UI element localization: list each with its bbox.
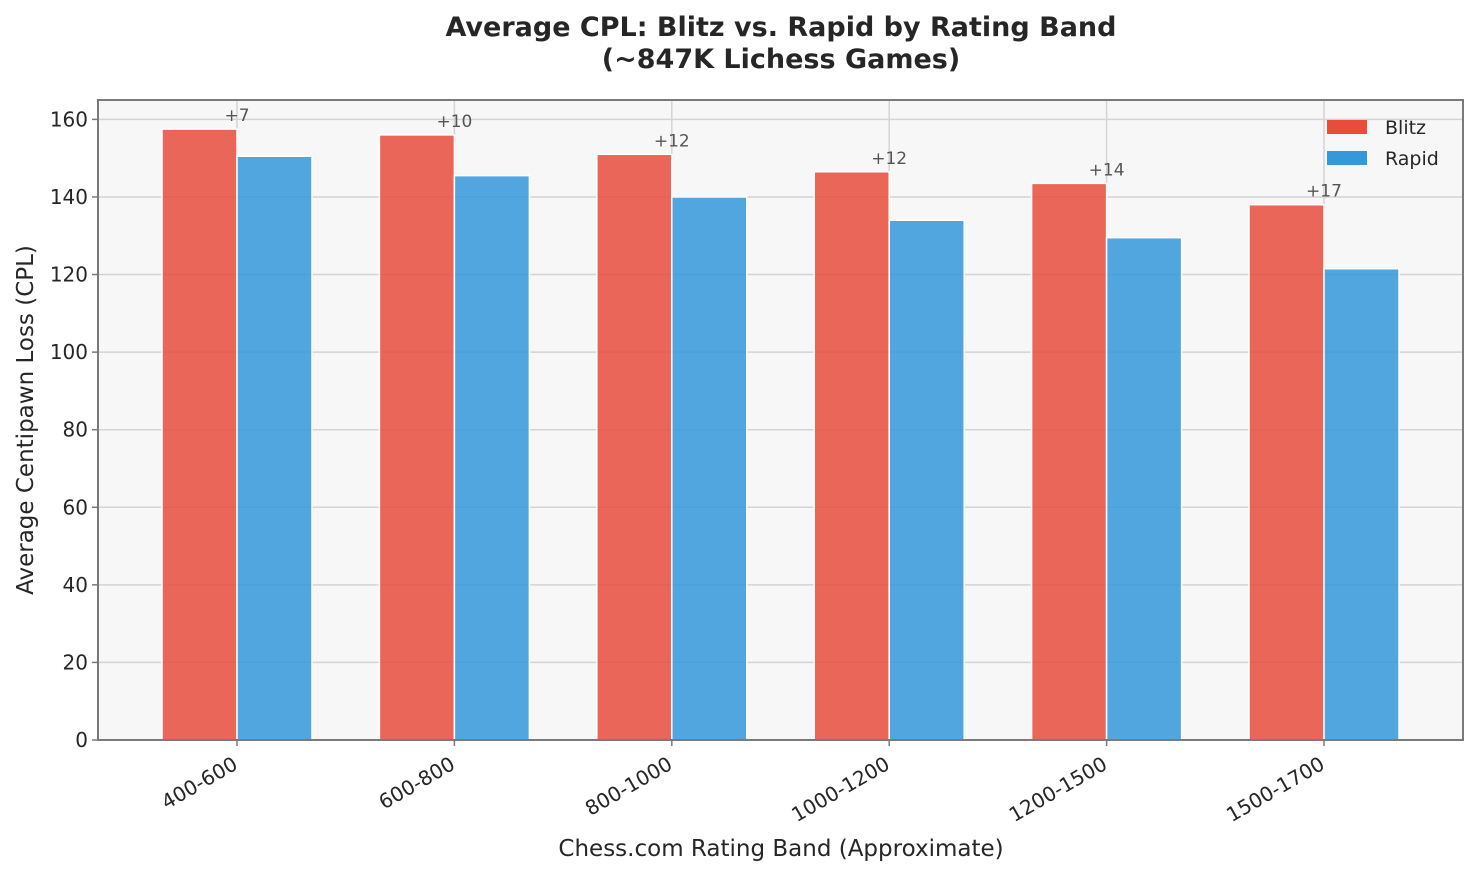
bars xyxy=(161,128,1400,741)
y-tick-label: 20 xyxy=(63,650,88,674)
y-tick-label: 40 xyxy=(63,573,88,597)
bar-rapid-1000-1200 xyxy=(888,219,965,741)
y-tick-label: 60 xyxy=(63,495,88,519)
difference-label: +7 xyxy=(224,106,249,126)
bar-blitz-800-1000 xyxy=(596,153,673,741)
bar-blitz-1000-1200 xyxy=(813,171,890,741)
x-tick-label: 800-1000 xyxy=(581,752,676,821)
difference-label: +12 xyxy=(871,149,907,169)
bar-rapid-1200-1500 xyxy=(1105,236,1183,741)
x-tick-label: 1200-1500 xyxy=(1005,752,1111,827)
x-tick-label: 1000-1200 xyxy=(787,752,893,827)
bar-rapid-800-1000 xyxy=(671,196,748,741)
y-tick-label: 80 xyxy=(63,418,88,442)
plot-area xyxy=(98,100,1463,740)
legend: Blitz Rapid xyxy=(1327,117,1439,170)
x-axis-ticks: 400-600 600-800 800-1000 1000-1200 1200-1500… xyxy=(157,740,1329,827)
y-tick-label: 120 xyxy=(50,263,88,287)
chart-title-line2: (~847K Lichess Games) xyxy=(602,44,960,75)
legend-swatch-rapid xyxy=(1327,151,1367,165)
bar-blitz-400-600 xyxy=(161,128,238,741)
chart-title-line1: Average CPL: Blitz vs. Rapid by Rating B… xyxy=(446,12,1117,43)
bar-blitz-600-800 xyxy=(378,134,456,741)
difference-label: +17 xyxy=(1306,182,1342,202)
legend-label-blitz: Blitz xyxy=(1385,117,1426,139)
y-axis-ticks: 0 20 40 60 80 100 120 140 160 xyxy=(50,107,98,752)
difference-label: +14 xyxy=(1089,160,1125,180)
legend-swatch-blitz xyxy=(1327,120,1367,134)
bar-rapid-1500-1700 xyxy=(1323,267,1400,741)
difference-label: +12 xyxy=(654,131,690,151)
bar-blitz-1500-1700 xyxy=(1248,203,1325,741)
y-tick-label: 0 xyxy=(75,728,88,752)
bar-rapid-600-800 xyxy=(453,174,531,741)
x-tick-label: 400-600 xyxy=(157,752,241,815)
y-axis-label: Average Centipawn Loss (CPL) xyxy=(13,245,39,595)
bar-blitz-1200-1500 xyxy=(1030,182,1108,741)
difference-labels: +7 +10 +12 +12 +14 +17 xyxy=(224,106,1341,202)
y-tick-label: 160 xyxy=(50,107,88,131)
y-tick-label: 140 xyxy=(50,185,88,209)
legend-label-rapid: Rapid xyxy=(1385,148,1439,170)
x-tick-label: 600-800 xyxy=(375,752,459,815)
plot-frame xyxy=(97,99,1464,741)
bar-rapid-400-600 xyxy=(236,155,313,741)
difference-label: +10 xyxy=(436,112,472,132)
x-axis-label: Chess.com Rating Band (Approximate) xyxy=(558,836,1003,862)
x-tick-label: 1500-1700 xyxy=(1222,752,1328,827)
y-tick-label: 100 xyxy=(50,340,88,364)
